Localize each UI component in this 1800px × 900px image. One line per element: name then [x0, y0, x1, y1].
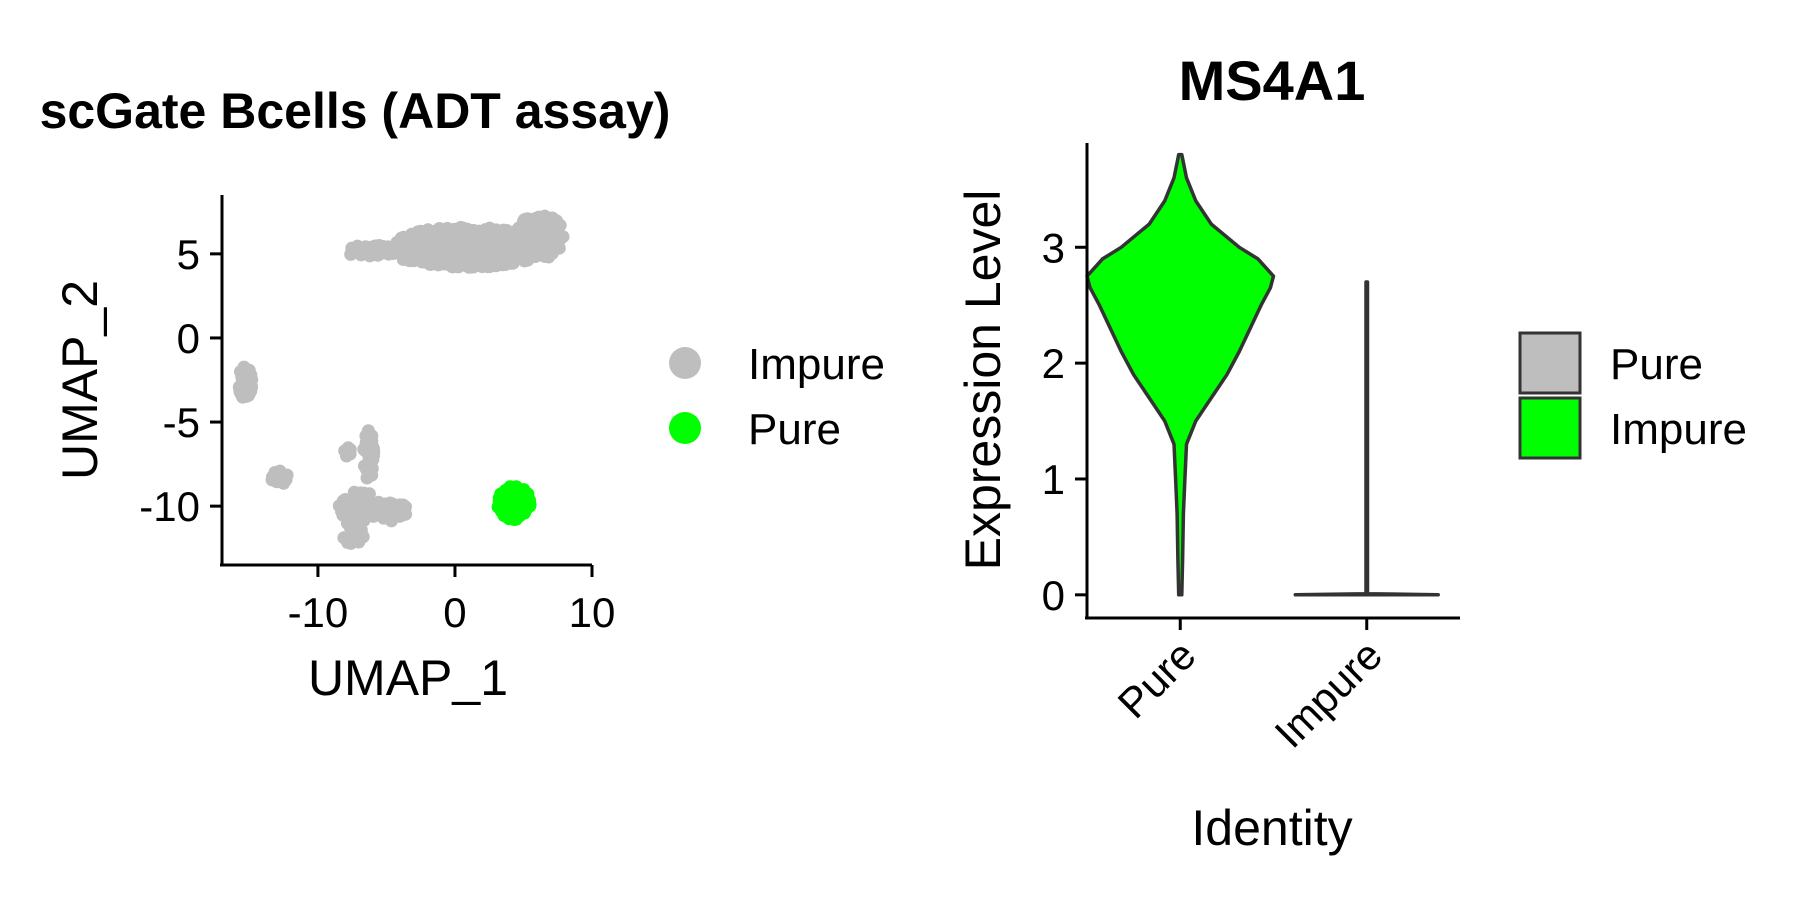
- scatter-point-impure: [361, 472, 374, 485]
- scatter-point-impure: [403, 247, 416, 260]
- umap-x-tick-label: 10: [569, 589, 616, 636]
- violin-title: MS4A1: [1179, 49, 1366, 112]
- legend-label-pure: Pure: [748, 405, 841, 454]
- scatter-point-impure: [387, 247, 400, 260]
- legend-box-impure: [1520, 398, 1580, 458]
- umap-y-tick-label: 0: [177, 315, 200, 362]
- violin-y-tick-label: 2: [1042, 340, 1065, 387]
- scatter-point-impure: [234, 386, 247, 399]
- umap-y-ticks: 5 0 -5 -10: [139, 231, 222, 530]
- scatter-point-impure: [484, 252, 497, 265]
- scatter-point-impure: [345, 242, 358, 255]
- umap-legend: Impure Pure: [669, 340, 885, 454]
- violin-x-tick-label: Pure: [1109, 631, 1205, 727]
- scatter-point-impure: [383, 511, 396, 524]
- scatter-point-impure: [279, 474, 292, 487]
- scatter-point-impure: [550, 214, 563, 227]
- scatter-point-impure: [476, 229, 489, 242]
- scatter-point-impure: [554, 232, 567, 245]
- scatter-point-impure: [445, 250, 458, 263]
- scatter-point-impure: [507, 255, 520, 268]
- scatter-point-impure: [351, 533, 364, 546]
- violin-y-tick-label: 3: [1042, 224, 1065, 271]
- scatter-point-impure: [360, 436, 373, 449]
- umap-x-ticks: -10 0 10: [288, 565, 616, 636]
- legend-box-pure: [1520, 333, 1580, 393]
- violin-legend: Pure Impure: [1520, 333, 1747, 458]
- violin-y-ticks: 0 1 2 3: [1042, 224, 1087, 619]
- violin-x-ticks: Pure Impure: [1109, 618, 1391, 757]
- scatter-point-pure: [520, 488, 533, 501]
- scatter-point-impure: [338, 444, 351, 457]
- umap-x-tick-label: 0: [443, 589, 466, 636]
- legend-dot-pure: [669, 412, 701, 444]
- scatter-point-pure: [499, 497, 512, 510]
- scatter-point-impure: [521, 239, 534, 252]
- umap-x-label: UMAP_1: [308, 650, 508, 706]
- scatter-point-impure: [238, 361, 251, 374]
- scatter-point-pure: [501, 509, 514, 522]
- scatter-point-impure: [344, 501, 357, 514]
- scatter-point-impure: [457, 225, 470, 238]
- umap-points: [233, 210, 570, 550]
- umap-y-label: UMAP_2: [52, 280, 108, 480]
- legend-label-violin-impure: Impure: [1610, 405, 1747, 454]
- legend-dot-impure: [669, 347, 701, 379]
- violin-x-label: Identity: [1191, 800, 1352, 856]
- violin-y-label: Expression Level: [955, 190, 1011, 571]
- violin-impure: [1295, 282, 1438, 595]
- legend-label-violin-pure: Pure: [1610, 340, 1703, 389]
- scatter-point-impure: [405, 229, 418, 242]
- scatter-point-impure: [395, 507, 408, 520]
- scatter-point-impure: [362, 248, 375, 261]
- violin-x-tick-label: Impure: [1265, 631, 1391, 757]
- umap-y-tick-label: -5: [163, 399, 200, 446]
- umap-x-tick-label: -10: [288, 589, 349, 636]
- umap-y-tick-label: 5: [177, 231, 200, 278]
- violins: [1087, 155, 1438, 595]
- violin-panel: MS4A1 0 1 2 3 Pure Impure Identity Expressio…: [955, 49, 1747, 856]
- umap-title: scGate Bcells (ADT assay): [40, 83, 671, 139]
- scatter-point-impure: [446, 236, 459, 249]
- legend-label-impure: Impure: [748, 340, 885, 389]
- scatter-point-impure: [521, 222, 534, 235]
- violin-pure: [1087, 155, 1274, 595]
- scatter-point-impure: [418, 254, 431, 267]
- umap-panel: scGate Bcells (ADT assay) 5 0 -5 -10 -10 0 10…: [40, 83, 885, 706]
- umap-y-tick-label: -10: [139, 483, 200, 530]
- violin-y-tick-label: 0: [1042, 572, 1065, 619]
- violin-y-tick-label: 1: [1042, 456, 1065, 503]
- scatter-point-impure: [462, 251, 475, 264]
